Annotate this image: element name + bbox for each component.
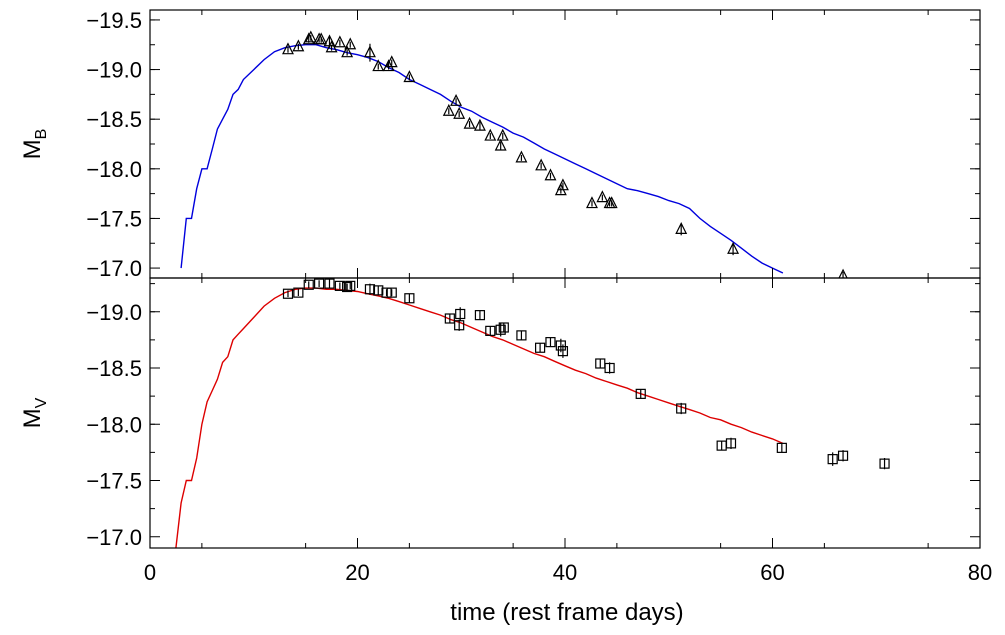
v-data-point: [485, 325, 496, 336]
v-band-data-points: [282, 278, 890, 470]
b-data-point: [838, 268, 848, 278]
v-data-point: [495, 324, 506, 335]
v-band-model-curve: [175, 287, 784, 548]
b-y-tick-label: −19.5: [86, 8, 142, 33]
b-data-point: [494, 138, 507, 151]
v-data-point: [827, 454, 838, 465]
x-tick-label: 40: [553, 560, 577, 585]
v-data-point: [381, 287, 392, 298]
v-data-point: [516, 330, 527, 341]
b-data-point: [450, 93, 463, 106]
b-data-point: [535, 158, 548, 171]
b-data-point: [403, 70, 416, 83]
v-data-point: [386, 287, 397, 298]
v-data-point: [604, 362, 615, 374]
v-y-tick-label: −17.0: [86, 525, 142, 550]
b-y-tick-label: −18.5: [86, 107, 142, 132]
b-data-point: [325, 40, 338, 53]
b-data-point: [515, 150, 528, 163]
b-data-point: [304, 30, 317, 43]
x-tick-label: 0: [144, 560, 156, 585]
v-data-point: [324, 278, 335, 289]
v-data-point: [455, 308, 466, 320]
b-data-point: [372, 59, 385, 72]
b-data-point: [544, 168, 557, 181]
b-data-point: [496, 128, 509, 141]
b-data-point: [596, 190, 609, 203]
b-data-point: [442, 103, 455, 116]
b-data-point: [333, 35, 346, 48]
v-data-point: [534, 342, 546, 353]
v-data-point: [879, 458, 890, 469]
x-tick-label: 20: [345, 560, 369, 585]
v-data-point: [776, 442, 787, 453]
b-data-point: [363, 45, 376, 58]
v-data-point: [498, 322, 509, 333]
b-band-model-curve: [180, 44, 784, 274]
b-y-axis-title: MB: [19, 129, 50, 160]
b-data-point: [453, 106, 466, 119]
b-data-point: [473, 118, 486, 131]
v-data-point: [364, 284, 376, 295]
b-data-point: [385, 55, 398, 68]
b-data-point: [344, 37, 357, 50]
v-data-point: [444, 313, 455, 324]
v-data-point: [373, 285, 384, 296]
b-data-point: [727, 241, 740, 254]
b-data-point: [484, 128, 497, 141]
x-tick-label: 60: [760, 560, 784, 585]
v-y-axis-title: MV: [19, 397, 50, 428]
b-data-point: [282, 42, 294, 55]
v-data-point: [676, 403, 687, 414]
v-y-tick-label: −19.0: [86, 300, 142, 325]
v-plot-frame: [149, 277, 981, 549]
b-y-tick-label: −17.0: [86, 256, 142, 281]
x-axis-title: time (rest frame days): [450, 599, 683, 626]
v-data-point: [293, 287, 304, 298]
b-y-tick-label: −17.5: [86, 206, 142, 231]
b-data-point: [292, 39, 305, 52]
v-data-point: [454, 320, 465, 331]
v-y-tick-label: −17.5: [86, 469, 142, 494]
v-data-point: [303, 279, 314, 290]
b-y-tick-label: −18.0: [86, 157, 142, 182]
v-data-point: [725, 438, 737, 449]
b-data-point: [382, 59, 395, 72]
v-data-point: [342, 281, 353, 293]
b-data-point: [463, 116, 476, 129]
v-y-tick-label: −18.0: [86, 412, 142, 437]
v-data-point: [334, 280, 345, 291]
b-data-point: [341, 45, 354, 58]
v-y-tick-label: −18.5: [86, 356, 142, 381]
v-data-point: [404, 293, 415, 304]
v-data-point: [545, 337, 556, 348]
b-band-data-points: [282, 30, 848, 278]
v-ticks: [149, 278, 981, 548]
b-data-point: [556, 178, 569, 191]
v-data-point: [635, 388, 646, 399]
b-data-point: [315, 32, 328, 45]
b-data-point: [586, 196, 598, 209]
b-ticks: [149, 10, 981, 278]
x-tick-label: 80: [968, 560, 992, 585]
v-data-point: [837, 450, 849, 461]
b-y-tick-label: −19.0: [86, 58, 142, 83]
v-data-point: [557, 346, 569, 357]
v-data-point: [345, 280, 356, 291]
v-data-point: [282, 288, 294, 299]
bottom-panel-v-band: −17.0 −17.5 −18.0 −18.5 −19.0 0 20 40 60 80 MV: [19, 277, 992, 585]
v-data-point: [474, 310, 486, 321]
b-plot-frame: [149, 9, 981, 279]
v-data-point: [314, 278, 325, 289]
top-panel-b-band: −17.0 −17.5 −18.0 −18.5 −19.0 −19.5 MB: [19, 8, 981, 281]
v-data-point: [555, 340, 566, 351]
b-data-point: [675, 222, 688, 234]
b-data-point: [605, 196, 618, 209]
